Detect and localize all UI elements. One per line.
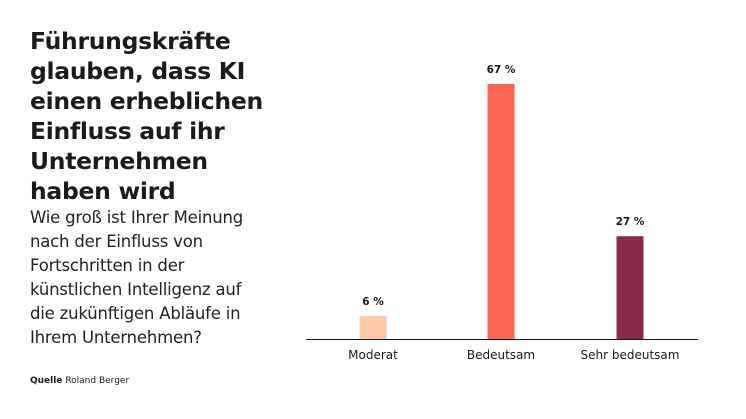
- question-line: Ihrem Unternehmen?: [30, 328, 202, 347]
- category-label: Sehr bedeutsam: [581, 348, 680, 362]
- left-panel: Führungskräfte glauben, dass KI einen er…: [30, 26, 290, 350]
- bar: [487, 84, 515, 339]
- question-line: Wie groß ist Ihrer Meinung: [30, 208, 243, 227]
- question-line: künstlichen Intelligenz auf: [30, 280, 242, 299]
- bar: [616, 236, 644, 339]
- title-line: einen erheblichen: [30, 87, 263, 115]
- question-line: die zukünftigen Abläufe in: [30, 304, 241, 323]
- question-line: nach der Einfluss von: [30, 232, 203, 251]
- category-label: Bedeutsam: [467, 348, 535, 362]
- page-title: Führungskräfte glauben, dass KI einen er…: [30, 26, 290, 206]
- value-label: 6 %: [362, 296, 384, 308]
- title-line: haben wird: [30, 177, 176, 205]
- value-label: 67 %: [487, 64, 516, 76]
- source-note: Quelle Roland Berger: [30, 376, 129, 386]
- bar: [359, 316, 387, 339]
- title-line: Unternehmen: [30, 147, 208, 175]
- source-label: Quelle: [30, 376, 63, 386]
- question-line: Fortschritten in der: [30, 256, 185, 275]
- category-label: Moderat: [348, 348, 398, 362]
- title-line: Führungskräfte: [30, 27, 231, 55]
- survey-question: Wie groß ist Ihrer Meinung nach der Einf…: [30, 206, 290, 350]
- source-value: Roland Berger: [65, 376, 130, 386]
- value-label: 27 %: [616, 216, 645, 228]
- title-line: Einfluss auf ihr: [30, 117, 225, 145]
- title-line: glauben, dass KI: [30, 57, 246, 85]
